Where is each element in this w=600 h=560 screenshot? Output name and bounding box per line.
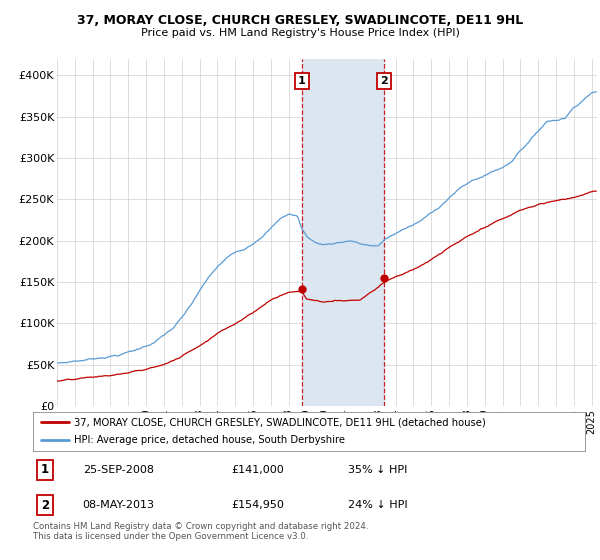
- Bar: [302, 59, 384, 406]
- Text: 37, MORAY CLOSE, CHURCH GRESLEY, SWADLINCOTE, DE11 9HL: 37, MORAY CLOSE, CHURCH GRESLEY, SWADLIN…: [77, 14, 523, 27]
- Text: 2: 2: [41, 498, 49, 512]
- Text: 1: 1: [41, 463, 49, 477]
- Text: Contains HM Land Registry data © Crown copyright and database right 2024.
This d: Contains HM Land Registry data © Crown c…: [33, 522, 368, 542]
- Text: 35% ↓ HPI: 35% ↓ HPI: [347, 465, 407, 475]
- Text: 2: 2: [380, 76, 388, 86]
- Text: Price paid vs. HM Land Registry's House Price Index (HPI): Price paid vs. HM Land Registry's House …: [140, 28, 460, 38]
- Text: 1: 1: [298, 76, 305, 86]
- Text: 37, MORAY CLOSE, CHURCH GRESLEY, SWADLINCOTE, DE11 9HL (detached house): 37, MORAY CLOSE, CHURCH GRESLEY, SWADLIN…: [74, 417, 486, 427]
- Text: £154,950: £154,950: [232, 500, 284, 510]
- Text: £141,000: £141,000: [232, 465, 284, 475]
- Text: 25-SEP-2008: 25-SEP-2008: [83, 465, 154, 475]
- Text: 08-MAY-2013: 08-MAY-2013: [83, 500, 155, 510]
- Text: HPI: Average price, detached house, South Derbyshire: HPI: Average price, detached house, Sout…: [74, 435, 346, 445]
- Text: 24% ↓ HPI: 24% ↓ HPI: [347, 500, 407, 510]
